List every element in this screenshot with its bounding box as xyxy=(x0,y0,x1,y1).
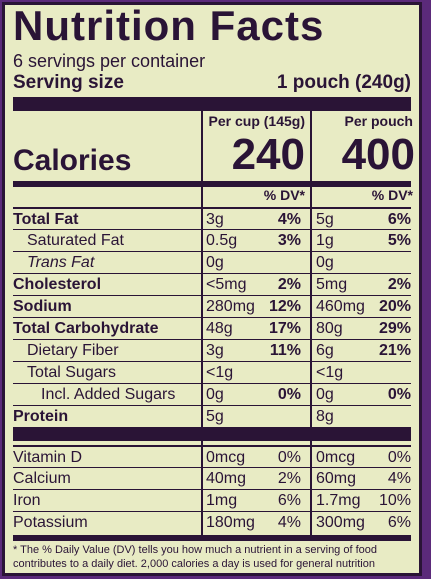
col2-amount: 60mg xyxy=(316,470,357,487)
col2-daily-value: 2% xyxy=(387,276,411,293)
serving-size-value: 1 pouch (240g) xyxy=(276,72,411,93)
serving-size-label: Serving size xyxy=(13,72,124,93)
nutrient-row: Vitamin D 0mcg 0% 0mcg 0% xyxy=(13,445,411,469)
col1-amount: 0g xyxy=(206,254,224,271)
servings-per-container: 6 servings per container xyxy=(13,51,206,71)
nutrient-name: Potassium xyxy=(13,514,88,531)
col2-daily-value: 6% xyxy=(387,211,411,228)
nutrient-row: Cholesterol <5mg 2% 5mg 2% xyxy=(13,273,411,296)
col1-daily-value: 6% xyxy=(277,492,301,509)
nutrient-row: Iron 1mg 6% 1.7mg 10% xyxy=(13,489,411,512)
nutrient-row: Total Sugars <1g <1g xyxy=(13,361,411,384)
nutrient-name: Vitamin D xyxy=(13,449,83,466)
col1-amount: 0mcg xyxy=(206,449,246,466)
col1-daily-value: 4% xyxy=(277,211,301,228)
nutrient-name: Trans Fat xyxy=(27,254,95,271)
col2-amount: 8g xyxy=(316,408,334,425)
nutrient-name: Total Carbohydrate xyxy=(13,320,159,337)
col2-amount: 6g xyxy=(316,342,334,359)
col1-amount: 48g xyxy=(206,320,233,337)
col1-daily-value: 0% xyxy=(277,449,301,466)
col2-amount: 300mg xyxy=(316,514,365,531)
col2-daily-value: 6% xyxy=(387,514,411,531)
col2-daily-value: 29% xyxy=(378,320,411,337)
col2-daily-value: 0% xyxy=(387,449,411,466)
col1-amount: <5mg xyxy=(206,276,247,293)
nutrition-facts-title: Nutrition Facts xyxy=(13,2,325,49)
col2-amount: 80g xyxy=(316,320,343,337)
col1-amount: 0g xyxy=(206,386,224,403)
calories-col1: 240 xyxy=(231,130,305,179)
col1-amount: 0.5g xyxy=(206,232,238,249)
col1-daily-value: 11% xyxy=(269,342,301,359)
nutrient-name: Iron xyxy=(13,492,41,509)
nutrient-name: Sodium xyxy=(13,298,72,315)
dv-header-col2: % DV* xyxy=(371,187,413,203)
nutrient-name: Incl. Added Sugars xyxy=(41,386,176,403)
nutrient-row: Calcium 40mg 2% 60mg 4% xyxy=(13,467,411,490)
footnote-divider xyxy=(13,535,411,541)
col1-amount: 3g xyxy=(206,211,224,228)
nutrient-row: Potassium 180mg 4% 300mg 6% xyxy=(13,511,411,534)
col2-daily-value: 4% xyxy=(387,470,411,487)
nutrient-name: Saturated Fat xyxy=(27,232,124,249)
col1-daily-value: 2% xyxy=(277,470,301,487)
col1-amount: 5g xyxy=(206,408,224,425)
nutrient-row: Dietary Fiber 3g 11% 6g 21% xyxy=(13,339,411,362)
col1-daily-value: 2% xyxy=(277,276,301,293)
col1-amount: <1g xyxy=(206,364,234,381)
calories-col2: 400 xyxy=(341,130,415,179)
nutrient-name: Total Sugars xyxy=(27,364,116,381)
col1-daily-value: 17% xyxy=(268,320,301,337)
col1-daily-value: 3% xyxy=(277,232,301,249)
medium-divider xyxy=(13,181,411,187)
nutrient-name: Calcium xyxy=(13,470,71,487)
dv-header-col1: % DV* xyxy=(263,187,305,203)
col2-amount: 5mg xyxy=(316,276,348,293)
nutrient-row: Total Carbohydrate 48g 17% 80g 29% xyxy=(13,317,411,340)
nutrient-row: Incl. Added Sugars 0g 0% 0g 0% xyxy=(13,383,411,406)
col2-daily-value: 21% xyxy=(378,342,411,359)
daily-value-footnote: * The % Daily Value (DV) tells you how m… xyxy=(13,544,377,573)
nutrient-name: Total Fat xyxy=(13,211,79,228)
col2-amount: 1g xyxy=(316,232,334,249)
col2-amount: 460mg xyxy=(316,298,365,315)
col1-daily-value: 0% xyxy=(277,386,301,403)
col2-amount: 1.7mg xyxy=(316,492,361,509)
col1-amount: 1mg xyxy=(206,492,238,509)
col2-header: Per pouch xyxy=(344,113,413,129)
nutrient-row: Protein 5g 8g xyxy=(13,405,411,428)
col2-daily-value: 20% xyxy=(378,298,411,315)
col2-daily-value: 0% xyxy=(387,386,411,403)
col1-daily-value: 4% xyxy=(277,514,301,531)
col2-amount: 0g xyxy=(316,254,334,271)
col1-amount: 3g xyxy=(206,342,224,359)
col1-amount: 280mg xyxy=(206,298,255,315)
col2-daily-value: 10% xyxy=(378,492,411,509)
thick-divider xyxy=(13,97,411,111)
nutrition-facts-panel: Nutrition Facts 6 servings per container… xyxy=(2,2,422,576)
thick-divider-vitamins xyxy=(13,427,411,441)
nutrient-row: Sodium 280mg 12% 460mg 20% xyxy=(13,295,411,318)
column-divider-1 xyxy=(201,111,203,535)
col2-daily-value: 5% xyxy=(387,232,411,249)
col2-amount: 5g xyxy=(316,211,334,228)
col2-amount: 0g xyxy=(316,386,334,403)
nutrient-name: Dietary Fiber xyxy=(27,342,119,359)
nutrient-name: Protein xyxy=(13,408,69,425)
col1-daily-value: 12% xyxy=(268,298,301,315)
col2-amount: 0mcg xyxy=(316,449,356,466)
col2-amount: <1g xyxy=(316,364,344,381)
col1-amount: 180mg xyxy=(206,514,255,531)
col1-amount: 40mg xyxy=(206,470,247,487)
nutrient-row: Saturated Fat 0.5g 3% 1g 5% xyxy=(13,229,411,252)
calories-label: Calories xyxy=(13,144,132,177)
nutrient-row: Trans Fat 0g 0g xyxy=(13,251,411,274)
nutrient-row: Total Fat 3g 4% 5g 6% xyxy=(13,207,411,231)
column-divider-2 xyxy=(310,111,312,535)
col1-header: Per cup (145g) xyxy=(208,113,305,129)
nutrient-name: Cholesterol xyxy=(13,276,102,293)
